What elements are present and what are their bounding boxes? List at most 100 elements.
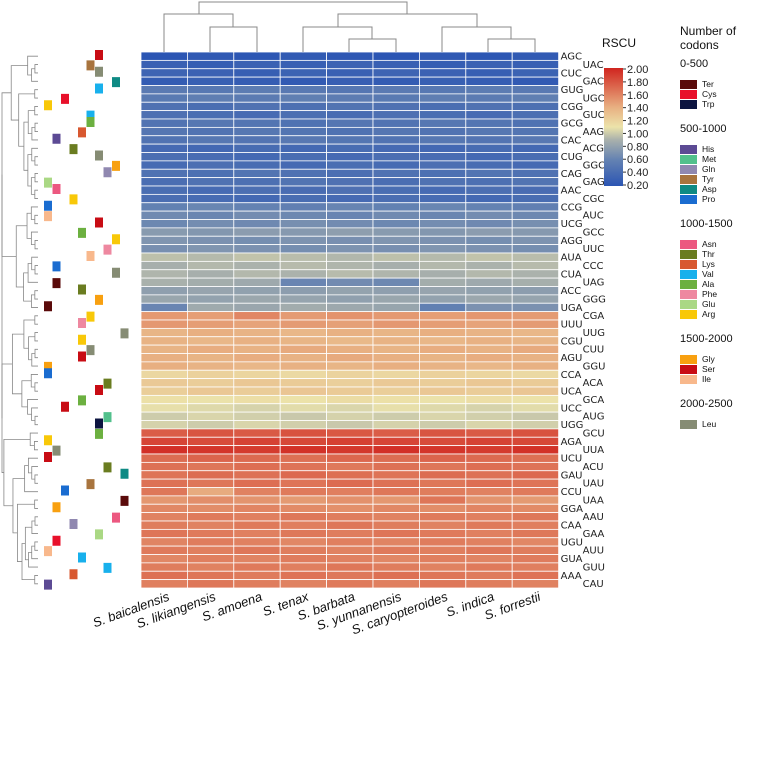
row-label: AUC bbox=[583, 211, 604, 222]
heatmap-cell bbox=[326, 118, 374, 128]
heatmap-cell bbox=[372, 101, 420, 112]
heatmap-cell bbox=[279, 143, 328, 153]
heatmap-cell bbox=[186, 143, 235, 153]
heatmap-cell bbox=[418, 487, 467, 497]
amino-acid-ser-marker bbox=[95, 217, 103, 228]
heatmap-cell bbox=[279, 403, 328, 413]
heatmap-cell bbox=[186, 311, 235, 321]
heatmap-cell bbox=[418, 286, 467, 296]
heatmap-cell bbox=[465, 277, 513, 287]
heatmap-cell bbox=[465, 260, 513, 271]
heatmap-cell bbox=[465, 235, 513, 246]
row-label: CGA bbox=[583, 311, 605, 322]
heatmap-cell bbox=[418, 545, 467, 555]
legend-swatch bbox=[680, 289, 697, 299]
heatmap-cell bbox=[279, 436, 328, 447]
heatmap-cell bbox=[418, 269, 467, 279]
heatmap-cell bbox=[279, 478, 328, 488]
colorbar-tick-label: 1.00 bbox=[627, 128, 648, 140]
row-label: CUG bbox=[561, 152, 583, 163]
heatmap-cell bbox=[140, 378, 188, 388]
row-label: GUG bbox=[561, 85, 584, 96]
amino-acid-trp-marker bbox=[95, 418, 103, 429]
heatmap-cell bbox=[465, 110, 513, 120]
legend-swatch bbox=[680, 164, 697, 174]
heatmap-cell bbox=[140, 260, 188, 271]
heatmap-cell bbox=[186, 160, 235, 170]
heatmap-cell bbox=[140, 135, 188, 145]
heatmap-cell bbox=[326, 177, 374, 187]
heatmap-cell bbox=[186, 193, 235, 204]
legend-item: Pro bbox=[680, 194, 777, 204]
legend-item-label: Gln bbox=[702, 164, 716, 174]
heatmap-cell bbox=[511, 520, 560, 530]
legend-item: Glu bbox=[680, 299, 777, 309]
heatmap-cell bbox=[465, 319, 513, 329]
colorbar-tick-label: 2.00 bbox=[627, 64, 648, 76]
heatmap-cell bbox=[418, 344, 467, 354]
heatmap-cell bbox=[233, 436, 281, 447]
heatmap-cell bbox=[418, 461, 467, 472]
heatmap-cell bbox=[418, 445, 467, 455]
amino-acid-ser-marker bbox=[95, 385, 103, 395]
heatmap-cell bbox=[511, 269, 560, 279]
legend-swatch bbox=[680, 174, 697, 184]
row-label: UGG bbox=[561, 420, 584, 431]
heatmap-cell bbox=[140, 227, 188, 237]
heatmap-cell bbox=[511, 193, 560, 204]
heatmap-cell bbox=[511, 403, 560, 413]
heatmap-cell bbox=[372, 227, 420, 237]
legend-item: Asp bbox=[680, 184, 777, 194]
heatmap-cell bbox=[372, 311, 420, 321]
heatmap-cell bbox=[140, 478, 188, 488]
heatmap-cell bbox=[465, 520, 513, 530]
heatmap-cell bbox=[326, 235, 374, 246]
heatmap-cell bbox=[140, 537, 188, 547]
legend-group: 1000-1500 Asn Thr Lys Val Ala Phe Glu Arg bbox=[680, 218, 777, 319]
heatmap-cell bbox=[418, 554, 467, 564]
heatmap-cell bbox=[511, 286, 560, 296]
legend-group: 2000-2500 Leu bbox=[680, 398, 777, 429]
heatmap-cell bbox=[233, 403, 281, 413]
heatmap-cell bbox=[279, 152, 328, 162]
legend-item: Ser bbox=[680, 364, 777, 374]
heatmap-cell bbox=[418, 453, 467, 463]
heatmap-cell bbox=[140, 394, 188, 405]
heatmap-cell bbox=[140, 235, 188, 246]
heatmap-cell bbox=[465, 344, 513, 354]
heatmap-cell bbox=[140, 202, 188, 212]
colorbar-tick-label: 1.40 bbox=[627, 103, 648, 115]
heatmap-cell bbox=[233, 160, 281, 170]
heatmap-cell bbox=[372, 168, 420, 179]
heatmap-cell bbox=[140, 76, 188, 86]
amino-acid-his-marker bbox=[52, 133, 61, 144]
heatmap-cell bbox=[186, 294, 235, 304]
heatmap-cell bbox=[326, 277, 374, 287]
amino-acid-pro-marker bbox=[52, 261, 61, 272]
heatmap-cell bbox=[511, 311, 560, 321]
heatmap-cell bbox=[465, 528, 513, 539]
amino-acid-tyr-marker bbox=[86, 60, 95, 71]
heatmap-cell bbox=[372, 286, 420, 296]
heatmap-cell bbox=[326, 570, 374, 581]
legend-item-label: Cys bbox=[702, 89, 717, 99]
heatmap-cell bbox=[511, 235, 560, 246]
heatmap-cell bbox=[186, 495, 235, 505]
row-label: AAA bbox=[561, 571, 582, 582]
heatmap-cell bbox=[326, 445, 374, 455]
amino-acid-arg-marker bbox=[44, 435, 52, 446]
heatmap-cell bbox=[465, 269, 513, 279]
heatmap-cell bbox=[372, 59, 420, 70]
heatmap-cell bbox=[140, 503, 188, 514]
heatmap-cell bbox=[418, 386, 467, 396]
heatmap-cell bbox=[511, 353, 560, 363]
heatmap-cell bbox=[279, 168, 328, 179]
heatmap-cell bbox=[511, 336, 560, 346]
heatmap-cell bbox=[326, 252, 374, 262]
legend-swatch bbox=[680, 269, 697, 279]
legend-swatch bbox=[680, 239, 697, 249]
heatmap-cell bbox=[511, 361, 560, 371]
row-label: CCG bbox=[561, 202, 583, 213]
heatmap-cell bbox=[372, 487, 420, 497]
heatmap-cell bbox=[372, 219, 420, 229]
